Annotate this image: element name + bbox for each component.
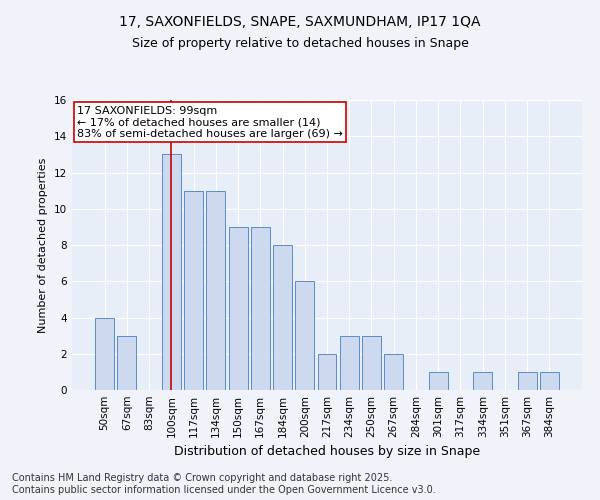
Bar (317, 354, 337, 390)
Text: 17 SAXONFIELDS: 99sqm
← 17% of detached houses are smaller (14)
83% of semi-deta: 17 SAXONFIELDS: 99sqm ← 17% of detached … (77, 106, 343, 139)
Bar (206, 190, 225, 390)
Bar (251, 227, 270, 390)
Y-axis label: Number of detached properties: Number of detached properties (38, 158, 49, 332)
Bar (340, 336, 359, 390)
X-axis label: Distribution of detached houses by size in Snape: Distribution of detached houses by size … (174, 446, 480, 458)
Bar (95, 318, 114, 390)
Text: Size of property relative to detached houses in Snape: Size of property relative to detached ho… (131, 38, 469, 51)
Bar (540, 372, 559, 390)
Bar (184, 190, 203, 390)
Text: 17, SAXONFIELDS, SNAPE, SAXMUNDHAM, IP17 1QA: 17, SAXONFIELDS, SNAPE, SAXMUNDHAM, IP17… (119, 15, 481, 29)
Bar (384, 354, 403, 390)
Bar (429, 372, 448, 390)
Text: Contains HM Land Registry data © Crown copyright and database right 2025.
Contai: Contains HM Land Registry data © Crown c… (12, 474, 436, 495)
Bar (273, 245, 292, 390)
Bar (229, 227, 248, 390)
Bar (473, 372, 492, 390)
Bar (118, 336, 136, 390)
Bar (295, 281, 314, 390)
Bar (162, 154, 181, 390)
Bar (518, 372, 536, 390)
Bar (362, 336, 381, 390)
